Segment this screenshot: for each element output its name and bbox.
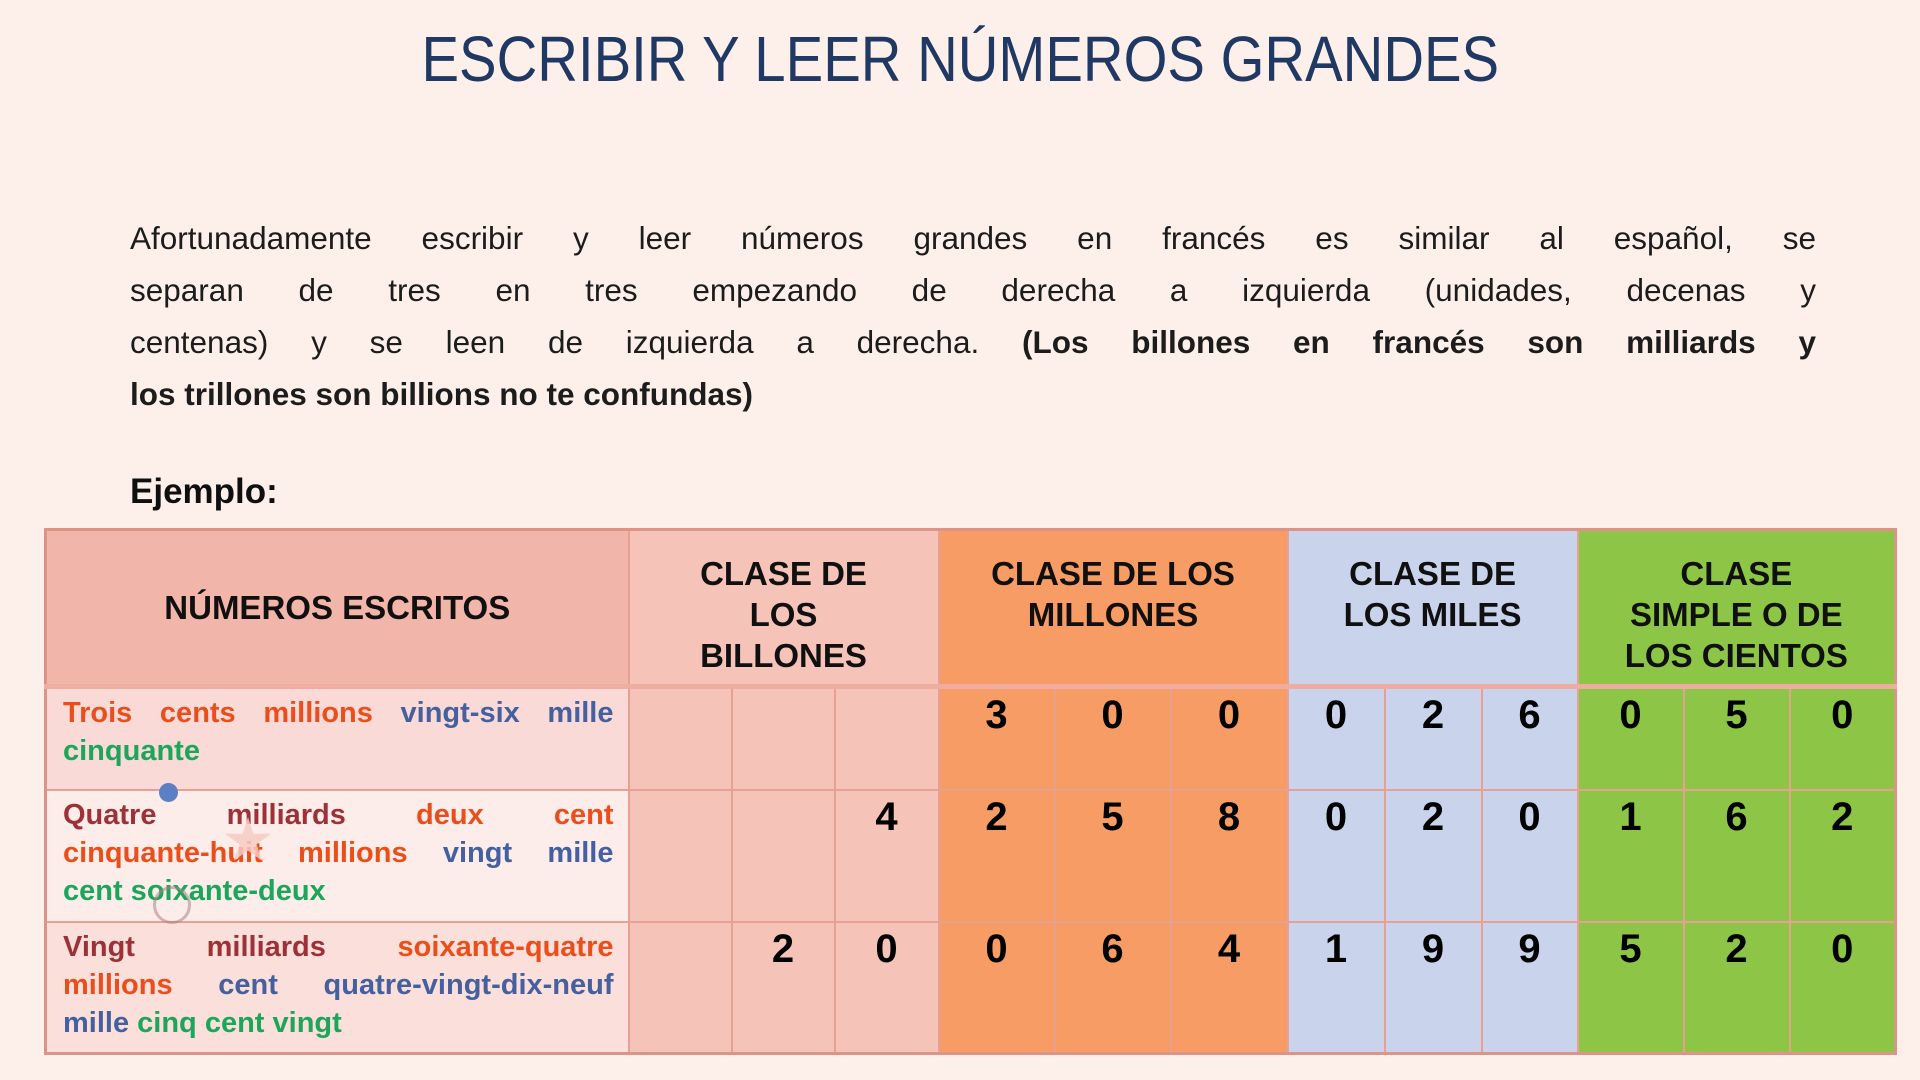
header-clase-billones: CLASE DE LOS BILLONES: [627, 528, 940, 689]
digit-cell: [730, 685, 836, 791]
digit-cell: 0: [1286, 788, 1386, 923]
written-number-line: cinquante: [63, 732, 614, 770]
digit-cell: 0: [1286, 685, 1386, 791]
digit-cell: 8: [1169, 788, 1289, 923]
number-word-billions: Quatre milliards: [63, 798, 346, 831]
intro-text-bold: (Los billones en francés son milliards y: [1022, 324, 1816, 360]
number-word-thousands: mille: [63, 1006, 130, 1039]
intro-text: centenas) y se leen de izquierda a derec…: [130, 324, 980, 360]
example-label: Ejemplo:: [130, 472, 278, 511]
intro-text: Afortunadamente escribir y leer números …: [130, 220, 1816, 256]
table-row: Quatre milliards deux cent cinquante-huit…: [44, 788, 1897, 923]
digit-cell: 2: [1788, 788, 1897, 923]
written-number-cell: Quatre milliards deux cent cinquante-huit…: [44, 788, 630, 923]
intro-line: los trillones son billions no te confund…: [130, 368, 1816, 420]
number-word-thousands: vingt-six mille: [400, 697, 614, 729]
number-word-units: cinq cent vingt: [137, 1006, 342, 1039]
intro-line: centenas) y se leen de izquierda a derec…: [130, 316, 1816, 368]
digit-cell: 3: [937, 685, 1056, 791]
numbers-table: NÚMEROS ESCRITOS CLASE DE LOS BILLONES CLA…: [44, 528, 1898, 1055]
header-clase-miles: CLASE DE LOS MILES: [1286, 528, 1579, 689]
written-number-line: millions cent quatre-vingt-dix-neuf: [63, 966, 614, 1004]
digit-cell: 0: [833, 920, 940, 1055]
digit-cell: [627, 685, 733, 791]
header-numeros-escritos: NÚMEROS ESCRITOS: [44, 528, 630, 689]
digit-cell: 9: [1383, 920, 1483, 1055]
number-word-thousands: cent quatre-vingt-dix-neuf: [218, 968, 614, 1001]
digit-cell: 9: [1480, 920, 1579, 1055]
number-word-millions: cinquante-huit millions: [63, 836, 408, 869]
number-word-millions: Trois cents millions: [63, 697, 373, 729]
page-title: ESCRIBIR Y LEER NÚMEROS GRANDES: [421, 23, 1499, 95]
digit-cell: 0: [937, 920, 1056, 1055]
intro-line: separan de tres en tres empezando de der…: [130, 264, 1816, 316]
written-number-line: Trois cents millions vingt-six mille: [63, 694, 614, 732]
digit-cell: [627, 788, 733, 923]
digit-cell: 0: [1788, 920, 1897, 1055]
number-word-units: cent soixante-deux: [63, 874, 326, 907]
table-row: Vingt milliards soixante-quatre millions …: [44, 920, 1897, 1055]
digit-cell: 1: [1286, 920, 1386, 1055]
intro-paragraph: Afortunadamente escribir y leer números …: [130, 212, 1816, 420]
header-clase-cientos: CLASE SIMPLE O DE LOS CIENTOS: [1576, 528, 1897, 689]
digit-cell: 0: [1480, 788, 1579, 923]
digit-cell: 2: [730, 920, 836, 1055]
digit-cell: 2: [1383, 685, 1483, 791]
digit-cell: 2: [937, 788, 1056, 923]
table-row: Trois cents millions vingt-six mille cinq…: [44, 685, 1897, 791]
digit-cell: 5: [1053, 788, 1172, 923]
written-number-line: cinquante-huit millions vingt mille: [63, 834, 614, 872]
number-word-millions: soixante-quatre: [397, 930, 614, 963]
number-word-billions: Vingt milliards: [63, 930, 326, 963]
digit-cell: 0: [1053, 685, 1172, 791]
pointer-dot-icon: [159, 783, 178, 802]
number-word-millions: deux cent: [416, 798, 614, 831]
written-number-cell: Trois cents millions vingt-six mille cinq…: [44, 685, 630, 791]
written-number-cell: Vingt milliards soixante-quatre millions …: [44, 920, 630, 1055]
written-number-line: Vingt milliards soixante-quatre: [63, 928, 614, 966]
written-number-line: Quatre milliards deux cent: [63, 796, 614, 834]
digit-cell: [730, 788, 836, 923]
number-word-millions: millions: [63, 968, 173, 1001]
table-header-row: NÚMEROS ESCRITOS CLASE DE LOS BILLONES CLA…: [44, 528, 1897, 689]
intro-line: Afortunadamente escribir y leer números …: [130, 212, 1816, 264]
digit-cell: 6: [1480, 685, 1579, 791]
digit-cell: 0: [1788, 685, 1897, 791]
header-clase-millones: CLASE DE LOS MILLONES: [937, 528, 1289, 689]
digit-cell: 2: [1383, 788, 1483, 923]
digit-cell: 2: [1682, 920, 1791, 1055]
digit-cell: 1: [1576, 788, 1685, 923]
digit-cell: [627, 920, 733, 1055]
digit-cell: 0: [1169, 685, 1289, 791]
number-word-thousands: vingt mille: [442, 836, 614, 869]
digit-cell: 5: [1682, 685, 1791, 791]
number-word-units: cinquante: [63, 735, 200, 767]
digit-cell: 0: [1576, 685, 1685, 791]
intro-text: separan de tres en tres empezando de der…: [130, 272, 1816, 308]
circle-outline-icon: [153, 886, 191, 924]
digit-cell: 6: [1053, 920, 1172, 1055]
digit-cell: 4: [833, 788, 940, 923]
digit-cell: 5: [1576, 920, 1685, 1055]
intro-text-bold: los trillones son billions no te confund…: [130, 376, 754, 412]
written-number-line: cent soixante-deux: [63, 872, 614, 910]
digit-cell: 4: [1169, 920, 1289, 1055]
digit-cell: 6: [1682, 788, 1791, 923]
digit-cell: [833, 685, 940, 791]
written-number-line: mille cinq cent vingt: [63, 1004, 614, 1042]
